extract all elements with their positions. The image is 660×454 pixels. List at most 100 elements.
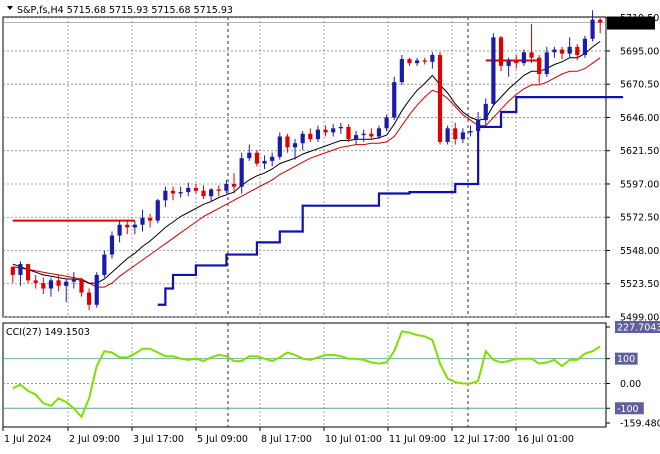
y-tick-label: 5695.00 <box>620 46 659 57</box>
candle-body <box>552 49 557 53</box>
candle-body <box>25 264 31 281</box>
candle-body <box>201 190 206 197</box>
cci-tick-label: -159.4803 <box>620 419 660 430</box>
candle-body <box>79 278 84 293</box>
candle-body <box>567 46 572 54</box>
candle-body <box>170 190 176 194</box>
cci-label: CCI(27) 149.1503 <box>6 327 90 338</box>
candle-body <box>483 103 488 121</box>
candle-body <box>140 217 145 225</box>
cci-tick-label: -100 <box>617 404 639 415</box>
x-tick-label: 5 Jul 09:00 <box>197 434 248 445</box>
candle-body <box>315 129 321 140</box>
candle-body <box>216 189 221 191</box>
ma-fast-line <box>12 40 601 284</box>
candle-body <box>521 52 527 64</box>
candle-body <box>10 266 15 275</box>
y-tick-label: 5646.00 <box>620 113 659 124</box>
support-stepline <box>157 95 624 306</box>
x-tick-label: 8 Jul 17:00 <box>261 434 312 445</box>
cci-panel-frame <box>2 322 607 428</box>
y-tick-label: 5621.50 <box>620 146 659 157</box>
candle-body <box>384 117 389 129</box>
candle-body <box>277 136 282 157</box>
x-tick-label: 16 Jul 01:00 <box>517 434 574 445</box>
candle-body <box>254 152 260 164</box>
x-tick-label: 2 Jul 09:00 <box>69 434 120 445</box>
main-grid <box>3 17 606 318</box>
cci-panel: 227.7043 100 0.00 -100 -159.4803 CCI(27) 149… <box>2 321 660 430</box>
candle-body <box>514 60 519 64</box>
candle-body <box>48 280 54 289</box>
price-tag-text: 5715.93 <box>610 19 649 30</box>
candle-body <box>292 143 298 148</box>
candle-body <box>18 264 23 275</box>
candle-body <box>498 37 504 66</box>
candle-body <box>422 60 427 62</box>
candle-body <box>361 133 366 136</box>
candle-body <box>582 38 588 56</box>
candle-body <box>537 57 542 75</box>
x-tick-label: 10 Jul 01:00 <box>325 434 382 445</box>
cci-tag-box <box>615 352 638 365</box>
candle-body <box>598 19 603 23</box>
candle-body <box>376 128 382 137</box>
candle-body <box>468 131 473 133</box>
cci-tick-label: 100 <box>617 354 635 365</box>
candle-body <box>193 188 198 191</box>
candle-body <box>117 224 122 236</box>
candles <box>10 10 603 311</box>
x-tick-label: 12 Jul 17:00 <box>453 434 510 445</box>
moving-averages <box>12 40 601 288</box>
candle-body <box>71 278 76 282</box>
candle-body <box>453 128 458 140</box>
candle-body <box>262 160 267 164</box>
candle-body <box>41 283 46 289</box>
time-axis: 1 Jul 2024 2 Jul 09:00 3 Jul 17:00 5 Jul 09… <box>2 427 574 445</box>
candle-body <box>148 217 153 221</box>
candle-body <box>460 132 465 140</box>
candle-body <box>353 135 359 140</box>
triangle-down-icon[interactable] <box>7 6 13 10</box>
candle-body <box>64 281 69 286</box>
candle-body <box>476 120 481 132</box>
candle-body <box>575 46 580 56</box>
candle-body <box>178 192 183 194</box>
y-tick-label: 5572.50 <box>620 213 659 224</box>
candle-body <box>94 274 99 305</box>
ma-slow-line <box>12 57 601 288</box>
cci-axis: 227.7043 100 0.00 -100 -159.4803 <box>606 321 660 430</box>
candle-body <box>415 60 420 64</box>
candle-body <box>132 224 137 228</box>
candle-body <box>544 52 549 75</box>
candle-body <box>163 190 168 201</box>
candle-body <box>224 183 229 191</box>
cci-tag-box <box>615 321 660 333</box>
candle-body <box>331 128 336 133</box>
main-panel: 5719.505695.005670.505646.005621.505597.… <box>2 5 659 324</box>
y-tick-label: 5597.00 <box>620 179 659 190</box>
current-price-tag: 5715.93 <box>607 16 655 30</box>
candle-body <box>209 189 214 197</box>
candle-body <box>285 136 290 148</box>
candle-body <box>506 60 511 66</box>
candle-body <box>186 188 191 193</box>
candle-body <box>437 55 443 142</box>
candle-body <box>529 52 534 58</box>
candle-body <box>338 126 343 129</box>
candle-body <box>308 133 313 140</box>
cci-tag-box <box>615 402 644 415</box>
candle-body <box>247 152 252 159</box>
x-tick-label: 1 Jul 2024 <box>4 434 52 445</box>
cci-line <box>12 330 601 419</box>
price-tag-box <box>607 16 655 30</box>
price-axis: 5719.505695.005670.505646.005621.505597.… <box>606 13 659 324</box>
candle-body <box>300 133 305 144</box>
cci-tick-label: 0.00 <box>620 379 641 390</box>
x-tick-label: 11 Jul 09:00 <box>389 434 446 445</box>
candle-body <box>491 37 496 104</box>
candle-body <box>109 235 115 255</box>
candle-body <box>125 224 130 228</box>
